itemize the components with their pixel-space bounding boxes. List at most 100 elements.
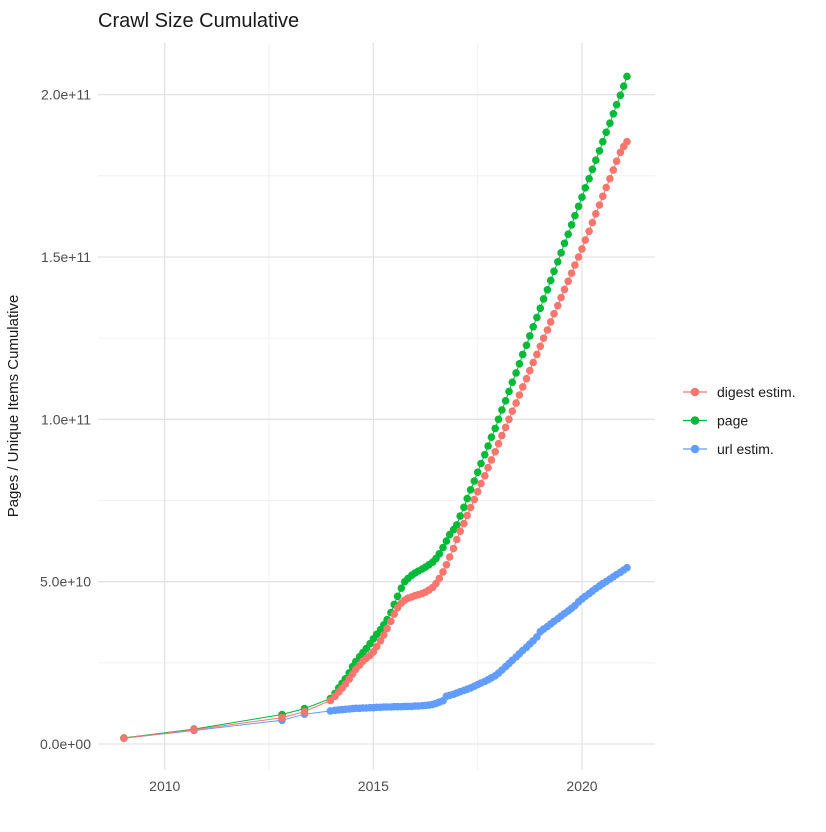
- data-point: [453, 521, 461, 529]
- data-point: [470, 477, 479, 485]
- data-point: [522, 341, 531, 350]
- series-layer: [120, 72, 631, 742]
- data-point: [466, 486, 475, 494]
- data-point: [477, 459, 485, 468]
- data-point: [477, 479, 485, 488]
- data-point: [564, 230, 572, 238]
- data-point: [470, 495, 479, 504]
- data-point: [529, 323, 537, 331]
- data-point: [453, 535, 461, 544]
- data-point: [487, 433, 496, 442]
- series-digest-estim: [120, 137, 631, 742]
- legend: digest estim. page url estim.: [683, 384, 796, 457]
- data-point: [567, 269, 576, 278]
- data-point: [390, 610, 399, 618]
- data-point: [595, 147, 604, 155]
- data-point: [442, 537, 451, 545]
- data-point: [526, 332, 534, 340]
- data-point: [609, 166, 618, 174]
- data-point: [592, 210, 600, 218]
- data-point: [512, 399, 520, 407]
- series-url-estim: [120, 563, 631, 742]
- data-point: [612, 100, 621, 109]
- data-point: [505, 415, 513, 424]
- data-point: [619, 82, 628, 90]
- data-point: [505, 387, 513, 396]
- axis-layer: 0.0e+00 5.0e+10 1.0e+11 1.5e+11 2.0e+11 2010 2…: [40, 87, 598, 794]
- data-point: [387, 617, 395, 626]
- data-point: [463, 511, 472, 520]
- legend-item-page: page: [683, 413, 748, 429]
- data-point: [550, 267, 558, 276]
- data-point: [574, 253, 583, 261]
- data-point: [484, 463, 492, 472]
- data-point: [578, 193, 586, 201]
- data-point: [501, 423, 510, 432]
- data-point: [501, 397, 510, 405]
- data-point: [602, 183, 610, 192]
- legend-label: page: [717, 413, 748, 429]
- data-point: [494, 439, 503, 448]
- data-point: [518, 383, 527, 391]
- data-point: [442, 561, 451, 569]
- grid-layer: [98, 43, 655, 770]
- data-point: [564, 277, 572, 286]
- data-point: [623, 72, 631, 81]
- data-point: [380, 631, 388, 639]
- data-point: [574, 202, 583, 211]
- data-point: [300, 707, 309, 716]
- data-point: [616, 148, 625, 157]
- data-point: [578, 245, 586, 253]
- data-point: [585, 174, 593, 183]
- data-point: [487, 456, 496, 464]
- data-point: [456, 512, 465, 520]
- data-point: [515, 360, 524, 368]
- data-point: [120, 734, 128, 742]
- y-tick-label: 1.0e+11: [41, 411, 91, 427]
- legend-item-url-estim: url estim.: [683, 441, 774, 457]
- data-point: [508, 407, 517, 416]
- data-point: [616, 91, 625, 100]
- y-tick-label: 1.5e+11: [41, 249, 91, 265]
- data-point: [585, 227, 593, 236]
- data-point: [372, 642, 381, 651]
- data-point: [439, 568, 447, 576]
- x-tick-label: 2020: [566, 778, 597, 794]
- data-point: [481, 450, 489, 459]
- data-point: [623, 563, 631, 572]
- data-point: [526, 366, 534, 375]
- data-point: [439, 543, 447, 552]
- legend-key-point: [690, 444, 700, 454]
- data-point: [557, 293, 565, 302]
- data-point: [536, 304, 545, 313]
- data-point: [397, 584, 406, 592]
- data-point: [609, 110, 618, 118]
- data-point: [383, 624, 391, 633]
- data-point: [554, 258, 562, 266]
- data-point: [498, 406, 506, 414]
- legend-label: url estim.: [717, 441, 774, 457]
- chart-title: Crawl Size Cumulative: [98, 10, 299, 32]
- legend-key-point: [690, 416, 700, 425]
- data-point: [491, 424, 500, 433]
- data-point: [612, 157, 621, 165]
- data-point: [539, 334, 548, 343]
- data-point: [599, 137, 607, 146]
- data-point: [498, 431, 506, 440]
- legend-label: digest estim.: [717, 384, 796, 400]
- data-point: [546, 318, 555, 326]
- legend-key-point: [690, 387, 700, 397]
- data-point: [190, 725, 198, 734]
- data-point: [554, 301, 562, 310]
- data-point: [484, 442, 492, 450]
- data-point: [522, 374, 531, 383]
- data-point: [592, 156, 600, 164]
- y-tick-label: 5.0e+10: [40, 574, 91, 590]
- data-point: [449, 544, 458, 553]
- data-point: [588, 165, 597, 174]
- data-point: [491, 448, 500, 456]
- data-point: [606, 119, 614, 127]
- data-point: [533, 350, 541, 359]
